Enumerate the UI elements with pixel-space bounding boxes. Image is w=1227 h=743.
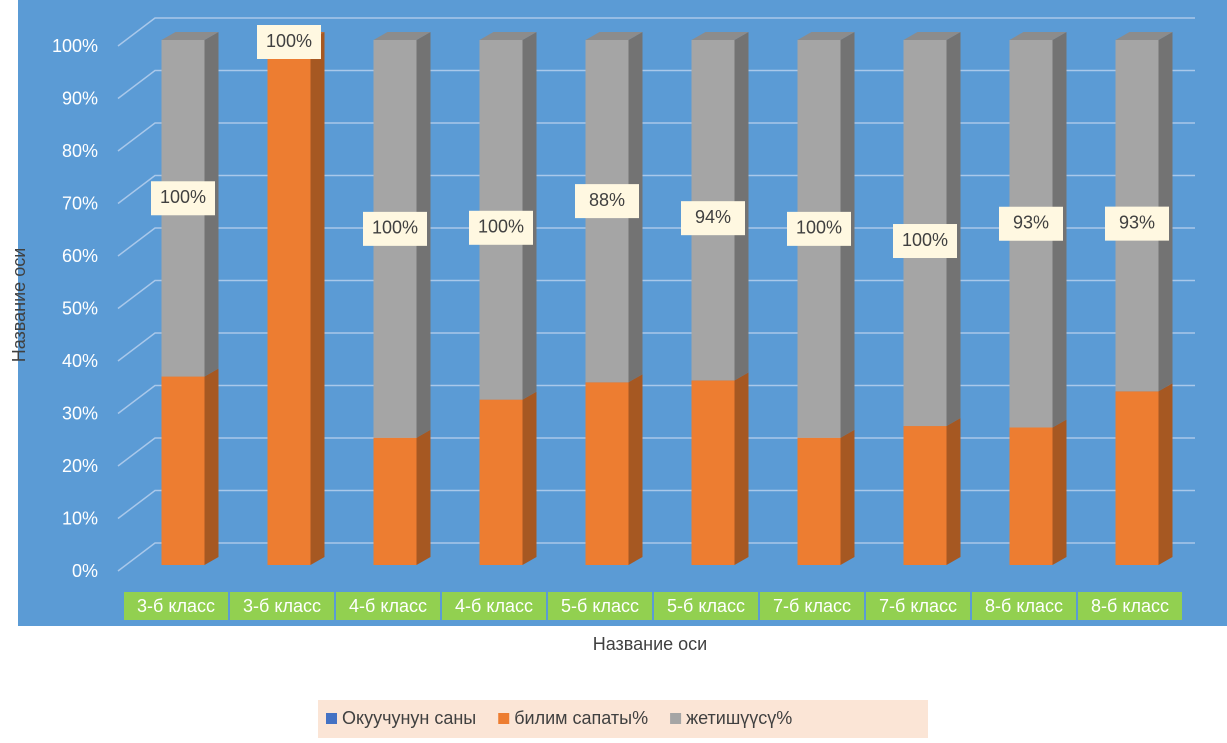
legend-label: билим сапаты% xyxy=(514,708,648,728)
data-label-box xyxy=(999,206,1063,241)
data-label-box xyxy=(363,211,427,246)
y-tick-label: 60% xyxy=(62,246,98,266)
y-tick-label: 90% xyxy=(62,88,98,108)
x-axis-title: Название оси xyxy=(593,634,708,654)
legend-swatch xyxy=(498,713,510,724)
bar-top xyxy=(585,32,643,40)
bar-segment xyxy=(1009,427,1053,565)
bar-side xyxy=(416,429,431,565)
x-tick-label: 8-б класс xyxy=(985,596,1063,616)
data-label: 100% xyxy=(796,218,842,238)
y-tick-label: 40% xyxy=(62,351,98,371)
bar-segment xyxy=(903,426,947,565)
bar-segment xyxy=(161,376,205,565)
bar-top xyxy=(903,32,961,40)
bar-side xyxy=(840,429,855,565)
data-label: 94% xyxy=(695,207,731,227)
bar-side xyxy=(628,374,643,565)
x-tick-box xyxy=(124,592,228,620)
bar-segment xyxy=(479,399,523,565)
bar-segment xyxy=(691,380,735,565)
bar-side xyxy=(204,368,219,565)
x-tick-label: 3-б класс xyxy=(137,596,215,616)
data-label: 100% xyxy=(372,218,418,238)
data-label: 100% xyxy=(160,187,206,207)
x-tick-label: 7-б класс xyxy=(879,596,957,616)
x-tick-label: 4-б класс xyxy=(455,596,533,616)
legend-box xyxy=(318,700,928,738)
x-tick-label: 4-б класс xyxy=(349,596,427,616)
data-label: 93% xyxy=(1119,212,1155,232)
data-label-box xyxy=(257,25,321,59)
legend-swatch xyxy=(670,713,682,724)
bar-side xyxy=(310,32,325,565)
data-label-box xyxy=(787,211,851,246)
y-tick-label: 30% xyxy=(62,403,98,423)
x-tick-box xyxy=(230,592,334,620)
data-label-box xyxy=(1105,206,1169,241)
bar-top xyxy=(479,32,537,40)
data-label-box xyxy=(469,210,533,245)
data-label: 93% xyxy=(1013,213,1049,233)
x-tick-box xyxy=(760,592,864,620)
x-tick-label: 7-б класс xyxy=(773,596,851,616)
bar-side xyxy=(522,391,537,565)
bar-segment xyxy=(797,437,841,565)
data-label-box xyxy=(575,184,639,219)
data-label-box xyxy=(681,201,745,236)
bar-side xyxy=(734,372,749,565)
y-tick-label: 50% xyxy=(62,298,98,318)
x-tick-label: 5-б класс xyxy=(561,596,639,616)
legend-swatch xyxy=(326,713,337,724)
x-tick-label: 8-б класс xyxy=(1091,596,1169,616)
y-tick-label: 100% xyxy=(52,36,98,56)
bar-segment xyxy=(1115,391,1159,565)
bar-top xyxy=(161,32,219,40)
bar-segment xyxy=(585,382,629,565)
data-label: 100% xyxy=(478,217,524,237)
x-tick-label: 5-б класс xyxy=(667,596,745,616)
y-tick-label: 0% xyxy=(72,561,98,581)
data-label: 88% xyxy=(589,190,625,210)
data-label: 100% xyxy=(266,31,312,51)
y-tick-label: 70% xyxy=(62,193,98,213)
legend-label: жетишүүсү% xyxy=(686,708,792,728)
y-tick-label: 20% xyxy=(62,456,98,476)
bar-segment xyxy=(267,40,311,565)
bar-side xyxy=(1158,383,1173,565)
bar-top xyxy=(1009,32,1067,40)
bar-top xyxy=(691,32,749,40)
data-label-box xyxy=(893,224,957,259)
x-tick-box xyxy=(972,592,1076,620)
bar-side xyxy=(1052,419,1067,565)
bar-top xyxy=(797,32,855,40)
y-tick-label: 80% xyxy=(62,141,98,161)
x-tick-box xyxy=(654,592,758,620)
legend-label: Окуучунун саны xyxy=(342,708,476,728)
x-tick-box xyxy=(442,592,546,620)
y-tick-label: 10% xyxy=(62,508,98,528)
x-tick-box xyxy=(336,592,440,620)
data-label-box xyxy=(151,181,215,216)
data-label: 100% xyxy=(902,230,948,250)
x-tick-label: 3-б класс xyxy=(243,596,321,616)
x-tick-box xyxy=(866,592,970,620)
x-tick-box xyxy=(548,592,652,620)
bar-top xyxy=(373,32,431,40)
y-axis-title: Название оси xyxy=(9,248,29,363)
bar-side xyxy=(946,418,961,565)
bar-segment xyxy=(373,437,417,565)
x-tick-box xyxy=(1078,592,1182,620)
bar-top xyxy=(1115,32,1173,40)
grid-line xyxy=(117,17,1195,47)
